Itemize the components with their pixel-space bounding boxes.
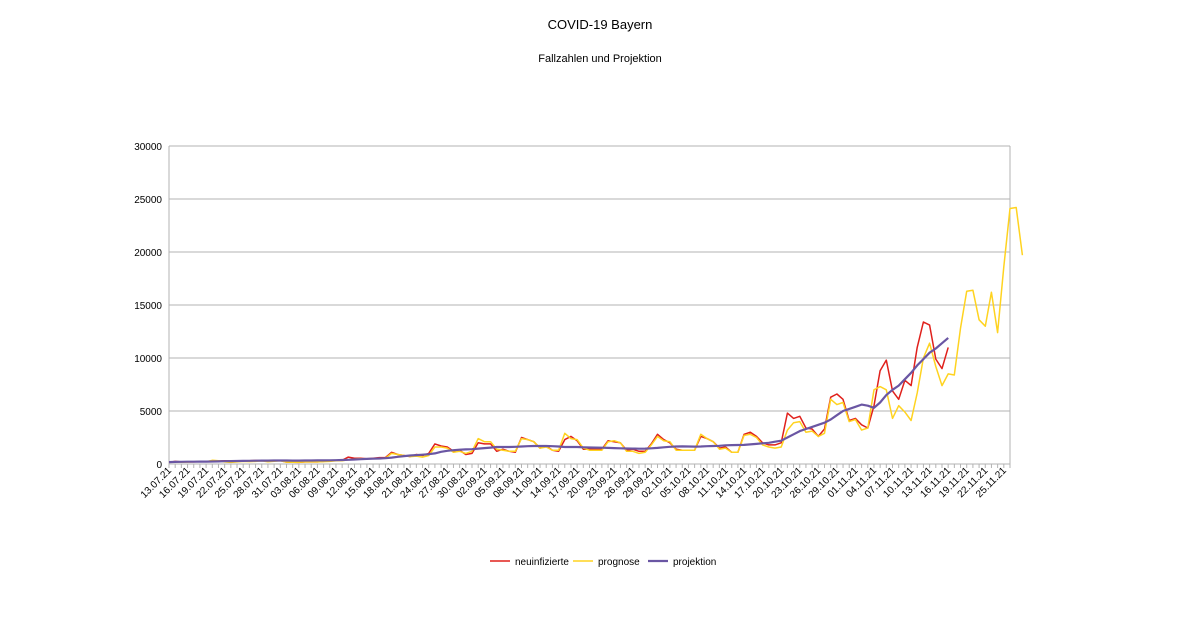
y-tick-label: 25000 bbox=[134, 195, 162, 206]
y-tick-label: 10000 bbox=[134, 354, 162, 365]
legend-label-neuinfizierte: neuinfizierte bbox=[515, 557, 569, 568]
y-tick-label: 20000 bbox=[134, 248, 162, 259]
series-line-projektion bbox=[168, 337, 949, 464]
series-line-neuinfizierte bbox=[168, 321, 949, 464]
legend: neuinfizierte prognose projektion bbox=[490, 557, 716, 568]
chart-subtitle: Fallzahlen und Projektion bbox=[538, 53, 662, 65]
plot-area bbox=[168, 206, 1024, 464]
legend-label-projektion: projektion bbox=[673, 557, 716, 568]
y-tick-label: 30000 bbox=[134, 142, 162, 153]
y-tick-label: 0 bbox=[156, 460, 162, 471]
gridlines bbox=[169, 145, 1010, 465]
y-tick-label: 5000 bbox=[140, 407, 163, 418]
chart-title: COVID-19 Bayern bbox=[548, 17, 653, 32]
legend-label-prognose: prognose bbox=[598, 557, 640, 568]
y-tick-label: 15000 bbox=[134, 301, 162, 312]
x-axis: 13.07.2116.07.2119.07.2122.07.2125.07.21… bbox=[139, 464, 1011, 501]
series-line-prognose bbox=[168, 206, 1024, 464]
y-axis: 0 5000 10000 15000 20000 25000 30000 bbox=[134, 142, 1011, 471]
